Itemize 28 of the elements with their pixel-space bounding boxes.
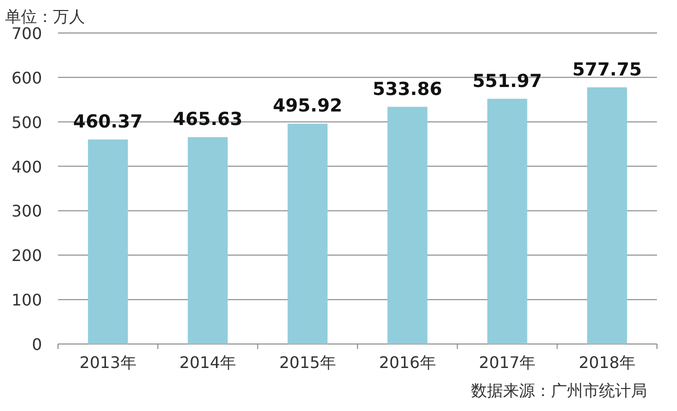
y-tick-label: 0: [32, 335, 42, 354]
data-label: 460.37: [73, 111, 143, 132]
x-tick-label: 2014年: [179, 353, 236, 372]
data-label: 533.86: [372, 78, 442, 100]
bar: [88, 139, 128, 344]
bar: [387, 106, 428, 344]
x-tick-label: 2018年: [578, 353, 636, 372]
y-tick-label: 300: [11, 202, 42, 221]
bar: [288, 124, 328, 344]
x-tick-label: 2017年: [478, 353, 536, 372]
data-label: 465.63: [173, 109, 242, 130]
data-label: 577.75: [572, 59, 642, 80]
bar: [188, 137, 228, 344]
data-label: 551.97: [472, 70, 542, 92]
y-tick-label: 100: [11, 290, 42, 310]
x-tick-label: 2015年: [279, 353, 336, 372]
x-tick-label: 2016年: [379, 353, 436, 372]
data-label: 495.92: [272, 96, 342, 117]
bar: [587, 87, 628, 344]
y-axis-title: 单位：万人: [5, 7, 85, 26]
x-tick-label: 2013年: [80, 353, 136, 372]
y-tick-label: 700: [11, 24, 42, 43]
y-tick-label: 600: [11, 68, 42, 88]
y-tick-label: 200: [11, 246, 42, 266]
source-note: 数据来源：广州市统计局: [471, 381, 647, 400]
y-tick-label: 500: [11, 112, 42, 132]
y-tick-label: 400: [11, 157, 42, 176]
bar: [487, 98, 528, 344]
